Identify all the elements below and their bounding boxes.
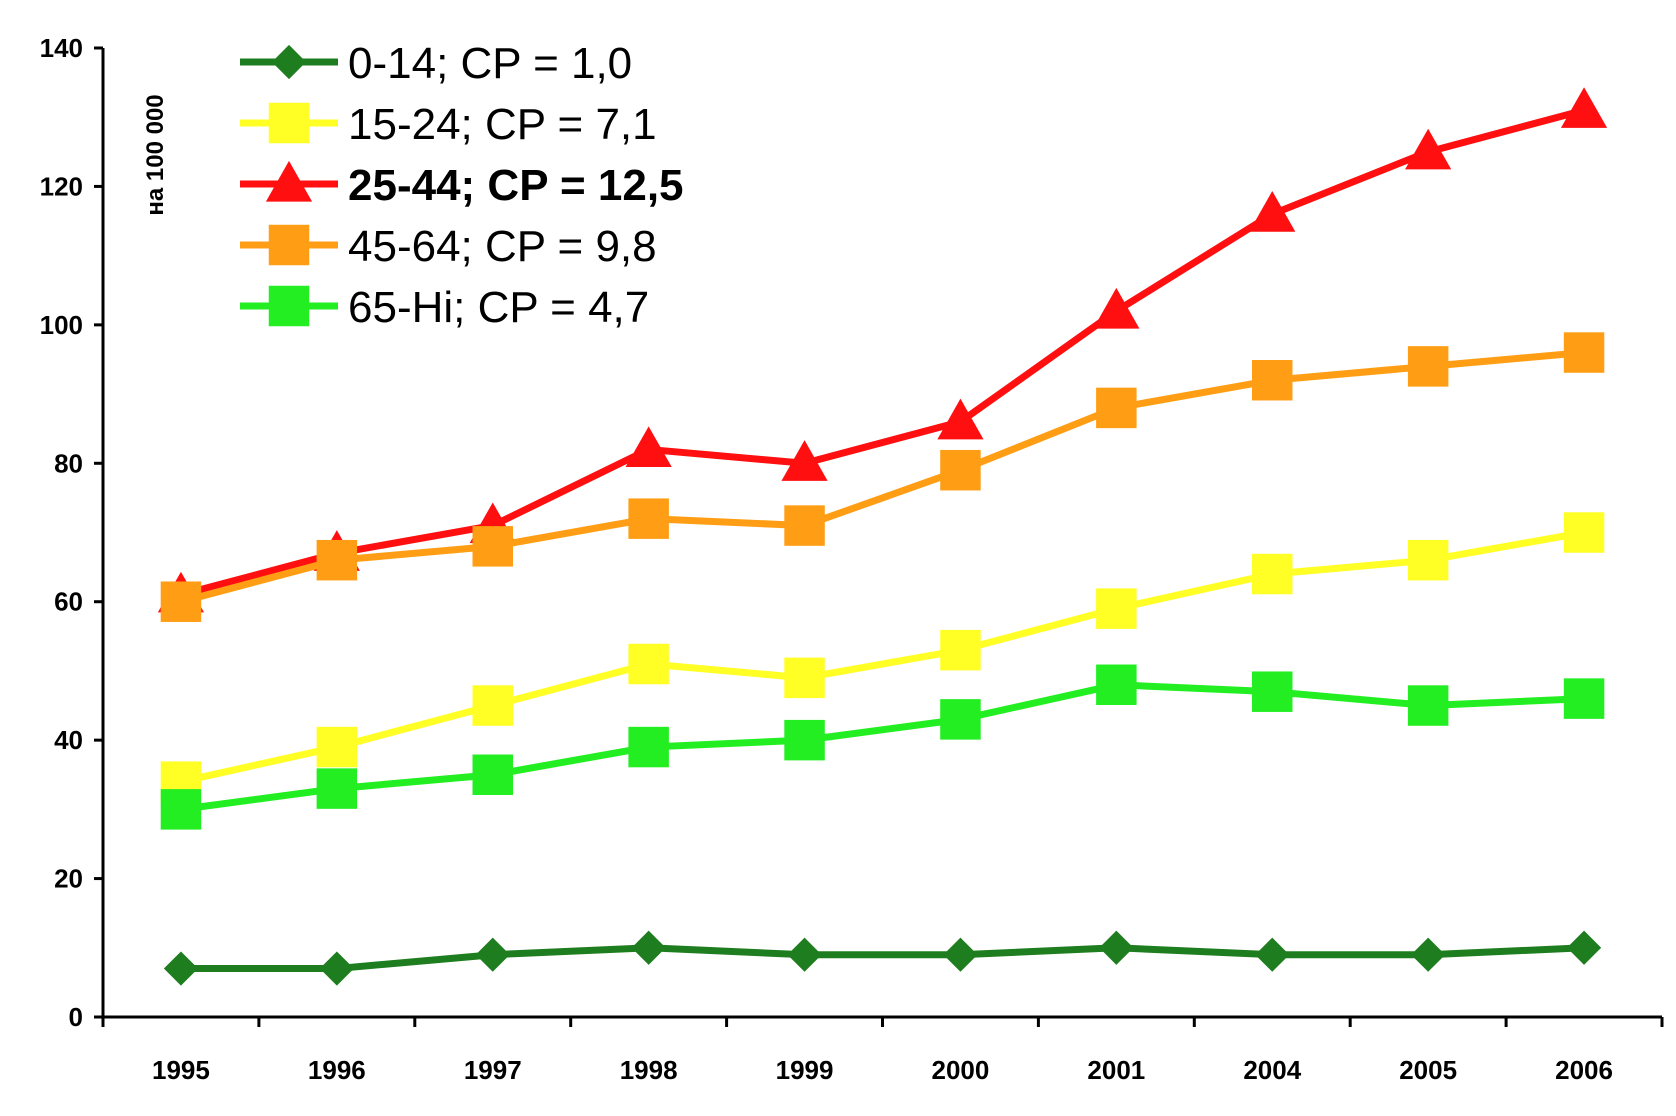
data-point	[1563, 332, 1605, 373]
legend-item: 65-Hi; CP = 4,7	[240, 283, 649, 332]
x-tick-label: 1999	[776, 1055, 834, 1085]
series-line	[180, 106, 1585, 599]
data-point	[1560, 87, 1608, 128]
data-point	[316, 539, 358, 581]
y-tick-label: 60	[54, 587, 83, 617]
legend-item: 15-24; CP = 7,1	[240, 100, 657, 149]
x-tick-label: 1997	[464, 1055, 522, 1085]
data-point	[1252, 671, 1293, 712]
data-point	[784, 657, 825, 699]
legend-swatch-marker	[271, 44, 307, 80]
series-4	[160, 664, 1605, 830]
x-axis-ticks: 1995 1996 1997 1998 1999 2000 2001 2004 2005 2006	[101, 1017, 1664, 1085]
data-point	[1099, 930, 1134, 965]
y-tick-label: 80	[54, 448, 83, 478]
data-point	[1093, 287, 1140, 329]
data-point	[163, 951, 199, 986]
data-point	[472, 685, 513, 726]
legend-swatch-marker	[265, 160, 313, 202]
series-group	[157, 87, 1608, 986]
data-point	[1563, 678, 1605, 719]
data-point	[316, 726, 358, 768]
data-point	[1252, 359, 1293, 401]
data-point	[160, 581, 202, 622]
legend-label: 25-44; CP = 12,5	[348, 161, 684, 210]
data-point	[628, 643, 669, 685]
data-point	[1096, 588, 1137, 629]
data-point	[784, 719, 825, 761]
data-point	[1407, 539, 1449, 581]
data-point	[316, 768, 358, 809]
series-line	[180, 349, 1585, 606]
legend-label: 65-Hi; CP = 4,7	[348, 283, 649, 332]
data-point	[1252, 553, 1293, 595]
data-point	[472, 526, 513, 567]
data-point	[943, 937, 978, 972]
legend-label: 45-64; CP = 9,8	[348, 222, 657, 271]
series-line	[180, 944, 1585, 973]
data-point	[475, 937, 510, 972]
series-line	[180, 529, 1585, 786]
data-point	[937, 398, 984, 440]
y-tick-label: 120	[40, 171, 83, 201]
legend-swatch-marker	[268, 102, 310, 144]
x-tick-label: 1998	[620, 1055, 678, 1085]
x-tick-label: 2004	[1243, 1055, 1301, 1085]
data-point	[1096, 664, 1137, 706]
y-axis-label: на 100 000	[142, 94, 169, 215]
x-tick-label: 2001	[1087, 1055, 1145, 1085]
x-tick-label: 1996	[308, 1055, 366, 1085]
data-point	[787, 937, 822, 972]
x-tick-label: 2006	[1555, 1055, 1613, 1085]
legend-label: 15-24; CP = 7,1	[348, 100, 657, 149]
legend-swatch-marker	[268, 285, 310, 327]
data-point	[1407, 346, 1449, 387]
data-point	[781, 440, 828, 481]
series-1	[160, 512, 1605, 802]
data-point	[940, 449, 981, 491]
legend-item: 45-64; CP = 9,8	[240, 222, 657, 271]
data-point	[1255, 937, 1290, 972]
y-tick-label: 140	[40, 33, 83, 63]
legend-item: 0-14; CP = 1,0	[240, 39, 632, 88]
data-point	[940, 699, 981, 740]
data-point	[1411, 937, 1446, 972]
data-point	[319, 951, 354, 986]
y-tick-label: 100	[40, 310, 83, 340]
legend-label: 0-14; CP = 1,0	[348, 39, 632, 88]
series-0	[163, 930, 1602, 986]
data-point	[1096, 387, 1137, 429]
legend-item: 25-44; CP = 12,5	[240, 160, 684, 210]
data-point	[940, 629, 981, 671]
data-point	[472, 754, 513, 795]
data-point	[625, 426, 672, 468]
x-tick-label: 1995	[152, 1055, 210, 1085]
x-tick-label: 2005	[1399, 1055, 1457, 1085]
data-point	[1407, 685, 1449, 726]
data-point	[1566, 930, 1602, 965]
data-point	[628, 726, 669, 768]
data-point	[628, 498, 669, 539]
data-point	[1249, 191, 1296, 232]
y-tick-label: 40	[54, 725, 83, 755]
legend: 0-14; CP = 1,0 15-24; CP = 7,1 25-44; CP =…	[240, 39, 684, 332]
y-tick-label: 20	[54, 864, 83, 894]
data-point	[1405, 128, 1452, 170]
x-tick-label: 2000	[932, 1055, 990, 1085]
data-point	[784, 505, 825, 546]
data-point	[160, 789, 202, 830]
data-point	[631, 930, 666, 965]
series-line	[180, 681, 1585, 813]
legend-swatch-marker	[268, 224, 310, 266]
y-axis-ticks: 0 20 40 60 80 100 120 140	[40, 33, 103, 1032]
data-point	[1563, 512, 1605, 553]
series-3	[160, 332, 1605, 622]
y-tick-label: 0	[69, 1002, 83, 1032]
